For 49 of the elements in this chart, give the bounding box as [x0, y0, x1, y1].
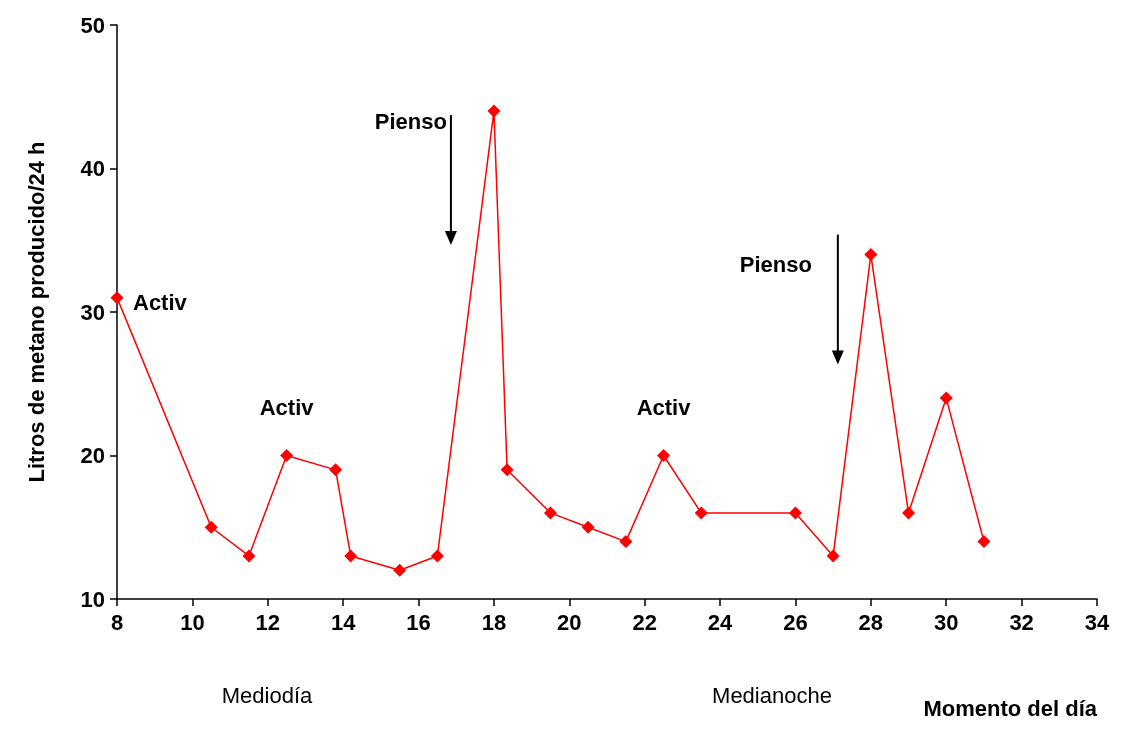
y-tick-label: 50: [80, 12, 105, 38]
x-tick-label: 8: [110, 609, 124, 635]
annotation: Pienso: [374, 108, 447, 134]
point: [864, 248, 878, 262]
x-tick-label: 18: [481, 609, 507, 635]
point: [581, 520, 595, 534]
point: [500, 463, 514, 477]
annotation: Activ: [259, 395, 315, 420]
point: [543, 506, 557, 520]
x-tick-label: 30: [933, 609, 959, 635]
x-tick-label: 14: [330, 609, 357, 635]
y-tick-label: 40: [80, 156, 105, 181]
point: [657, 449, 671, 462]
x-tick-label: 24: [707, 609, 734, 635]
point: [619, 535, 633, 549]
annotation: Activ: [133, 290, 188, 316]
y-tick-label: 10: [80, 586, 105, 612]
point: [902, 506, 916, 520]
y-tick-label: 30: [80, 299, 105, 325]
point: [788, 506, 802, 520]
x-axis-title: Momento del día: [923, 695, 1098, 721]
point: [280, 449, 294, 462]
x-tick-label: 28: [858, 609, 884, 635]
point: [110, 291, 124, 305]
point: [393, 563, 407, 577]
point: [826, 549, 840, 563]
point: [329, 463, 343, 477]
x-tick-label: 10: [180, 609, 205, 635]
y-axis-title: Litros de metano producido/24 h: [23, 141, 49, 483]
x-tick-label: 16: [406, 609, 431, 635]
x-tick-label: 20: [557, 609, 582, 635]
x-tick-label: 32: [1009, 609, 1034, 635]
x-tick-label: 22: [632, 609, 657, 635]
annotation: Pienso: [739, 252, 812, 278]
x-tick-label: 12: [255, 609, 281, 635]
text: Medianoche: [712, 682, 832, 708]
text: Mediodía: [221, 682, 314, 708]
x-tick-label: 34: [1084, 609, 1110, 635]
point: [242, 549, 256, 563]
point: [430, 549, 444, 563]
point: [694, 506, 708, 520]
point: [939, 391, 953, 405]
point: [344, 549, 358, 563]
point: [487, 104, 501, 118]
point: [204, 520, 218, 534]
x-tick-label: 26: [783, 609, 808, 635]
annotation: Activ: [636, 395, 692, 420]
point: [977, 535, 991, 549]
y-tick-label: 20: [80, 443, 105, 468]
